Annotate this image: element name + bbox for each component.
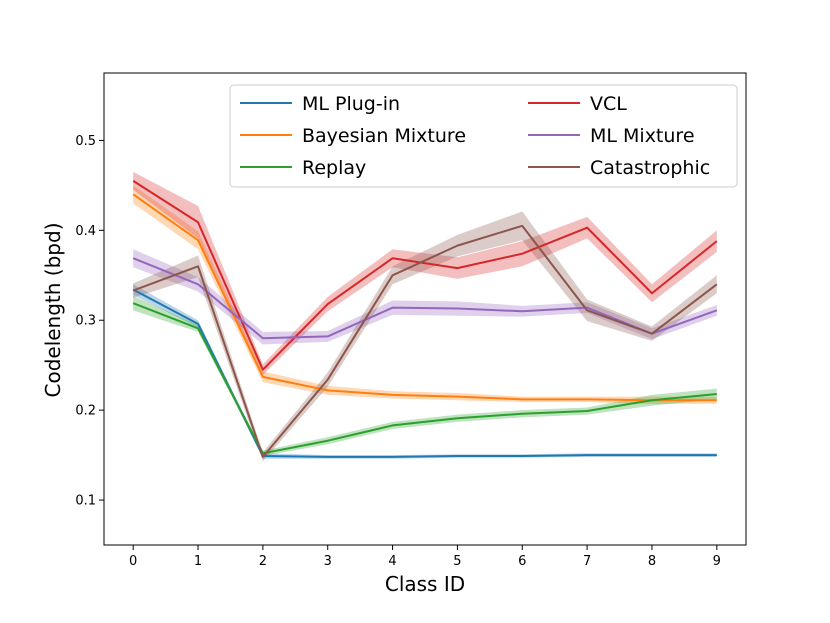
y-axis-label: Codelength (bpd) [41, 223, 65, 398]
line-vcl [132, 180, 718, 371]
x-tick-label: 4 [388, 554, 396, 569]
y-tick-label: 0.1 [75, 494, 96, 509]
x-tick-label: 2 [259, 554, 267, 569]
legend-label-replay: Replay [302, 157, 366, 179]
legend-label-ml-mixture: ML Mixture [590, 125, 695, 147]
band-replay [133, 295, 717, 456]
legend-label-catastrophic: Catastrophic [590, 157, 710, 179]
legend: ML Plug-in Bayesian Mixture Replay VCL ML Mi… [229, 84, 738, 188]
series-lines [132, 180, 718, 458]
x-tick-label: 7 [583, 554, 591, 569]
x-tick-label: 8 [648, 554, 656, 569]
y-tick-label: 0.4 [75, 224, 96, 239]
legend-label-ml-plug-in: ML Plug-in [302, 93, 400, 115]
line-replay [132, 302, 717, 455]
y-axis: 0.1 0.2 0.3 0.4 0.5 [75, 134, 104, 509]
x-tick-label: 1 [194, 554, 202, 569]
legend-label-vcl: VCL [590, 93, 627, 115]
y-tick-label: 0.2 [75, 404, 96, 419]
band-ml-mixture [133, 249, 717, 345]
y-tick-label: 0.5 [75, 134, 96, 149]
x-tick-label: 9 [713, 554, 721, 569]
x-axis-label: Class ID [385, 572, 465, 596]
x-tick-label: 3 [324, 554, 332, 569]
y-tick-label: 0.3 [75, 314, 96, 329]
line-bayesian-mixture [132, 193, 717, 402]
line-ml-mixture [132, 257, 718, 340]
x-tick-label: 5 [453, 554, 461, 569]
line-catastrophic [132, 224, 718, 458]
x-axis: 0 1 2 3 4 5 6 7 8 9 [129, 545, 721, 569]
x-tick-label: 0 [129, 554, 137, 569]
axes-frame [103, 72, 747, 546]
legend-label-bayesian-mixture: Bayesian Mixture [302, 125, 466, 147]
legend-box [229, 84, 738, 188]
x-tick-label: 6 [518, 554, 526, 569]
